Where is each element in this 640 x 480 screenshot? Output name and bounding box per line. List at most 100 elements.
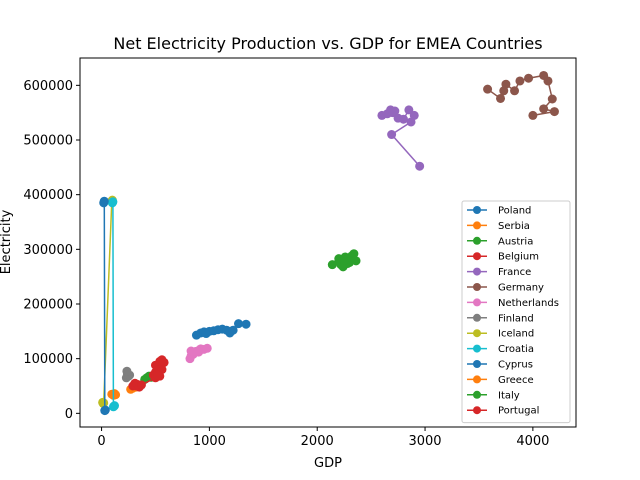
series-france: [377, 105, 425, 171]
legend-swatch-marker: [473, 221, 481, 230]
y-tick-label: 400000: [23, 188, 73, 203]
data-point-cyprus: [99, 196, 109, 206]
data-point-germany: [501, 79, 511, 89]
data-point-france: [387, 130, 397, 140]
legend-item-belgium: Belgium: [467, 252, 539, 263]
y-tick-label: 600000: [23, 79, 73, 94]
data-point-italy: [349, 249, 359, 259]
legend-swatch-marker: [473, 329, 481, 338]
y-tick-label: 500000: [23, 134, 73, 149]
series-portugal: [128, 355, 167, 392]
legend-item-netherlands: Netherlands: [467, 298, 559, 309]
data-point-poland: [228, 325, 238, 335]
legend-item-croatia: Croatia: [467, 344, 534, 355]
series-croatia: [107, 197, 120, 412]
data-point-germany: [539, 104, 549, 114]
data-point-netherlands: [186, 346, 196, 356]
legend-label: Italy: [498, 390, 520, 401]
legend-item-austria: Austria: [467, 236, 533, 247]
legend-box: [461, 200, 571, 424]
legend-swatch-marker: [473, 283, 481, 291]
legend-item-greece: Greece: [467, 375, 534, 386]
series-line-croatia: [111, 201, 116, 409]
series-poland: [191, 319, 251, 340]
data-point-iceland: [99, 398, 109, 408]
data-point-portugal: [153, 370, 163, 380]
legend-label: Poland: [498, 206, 531, 217]
x-tick-label: 0: [97, 434, 105, 449]
data-point-germany: [549, 107, 559, 117]
data-point-germany: [496, 93, 506, 103]
data-point-germany: [547, 94, 557, 104]
chart-title: Net Electricity Production vs. GDP for E…: [113, 34, 542, 53]
data-point-germany: [515, 76, 525, 86]
y-tick-label: 100000: [23, 352, 73, 367]
data-point-croatia: [108, 197, 118, 207]
legend-label: Cyprus: [498, 360, 533, 371]
legend-label: Finland: [498, 313, 534, 324]
legend-item-germany: Germany: [467, 283, 544, 294]
data-point-croatia: [110, 401, 120, 411]
data-point-finland: [122, 366, 132, 376]
y-tick-label: 200000: [23, 298, 73, 313]
data-point-france: [398, 114, 408, 124]
data-point-france: [390, 106, 400, 116]
series-netherlands: [185, 343, 212, 364]
data-point-germany: [528, 110, 538, 120]
data-point-italy: [334, 254, 344, 264]
data-point-germany: [510, 86, 520, 96]
data-point-germany: [524, 73, 534, 83]
legend-label: Iceland: [498, 329, 534, 340]
series-finland: [121, 366, 135, 383]
legend-label: Greece: [498, 375, 534, 386]
data-point-france: [406, 117, 416, 127]
legend-label: Portugal: [498, 406, 539, 417]
legend-item-cyprus: Cyprus: [467, 360, 533, 371]
legend-label: Netherlands: [498, 298, 559, 309]
legend-swatch-marker: [473, 206, 481, 214]
series-italy: [327, 249, 361, 272]
legend-item-finland: Finland: [467, 313, 534, 324]
series-cyprus: [99, 196, 110, 416]
legend-label: Austria: [498, 236, 533, 247]
legend-label: France: [498, 267, 531, 278]
legend-label: Belgium: [498, 252, 539, 263]
data-point-cyprus: [100, 405, 110, 415]
data-point-poland: [234, 319, 244, 329]
legend-label: Serbia: [498, 221, 530, 232]
legend-item-portugal: Portugal: [467, 406, 539, 417]
legend-swatch-marker: [473, 236, 481, 245]
legend-item-italy: Italy: [467, 390, 520, 401]
x-tick-label: 1000: [193, 434, 226, 449]
legend-swatch-marker: [473, 390, 481, 399]
y-tick-label: 0: [65, 407, 73, 422]
legend-item-france: France: [467, 267, 531, 278]
y-axis-label: Electricity: [0, 209, 14, 274]
legend-item-poland: Poland: [467, 206, 531, 217]
data-point-france: [415, 161, 425, 171]
x-axis-label: GDP: [314, 456, 342, 471]
x-tick-label: 2000: [301, 434, 334, 449]
legend-swatch-marker: [473, 344, 481, 353]
legend-swatch-marker: [473, 298, 481, 307]
legend-swatch-marker: [473, 406, 481, 415]
legend-label: Germany: [498, 283, 544, 294]
data-point-italy: [351, 256, 361, 266]
x-tick-label: 4000: [516, 434, 549, 449]
plot-frame: [79, 57, 577, 428]
legend-swatch-marker: [473, 252, 481, 261]
series-germany: [483, 70, 559, 120]
legend-item-serbia: Serbia: [467, 221, 530, 232]
data-point-poland: [241, 319, 251, 329]
legend-swatch-marker: [473, 267, 481, 276]
legend-label: Croatia: [498, 344, 534, 355]
data-point-germany: [483, 84, 493, 94]
legend-swatch-marker: [473, 360, 481, 368]
data-point-portugal: [157, 355, 167, 365]
data-point-portugal: [136, 380, 146, 390]
y-tick-label: 300000: [23, 243, 73, 258]
data-point-netherlands: [194, 347, 204, 357]
legend-swatch-marker: [473, 375, 481, 384]
data-point-netherlands: [202, 343, 212, 353]
